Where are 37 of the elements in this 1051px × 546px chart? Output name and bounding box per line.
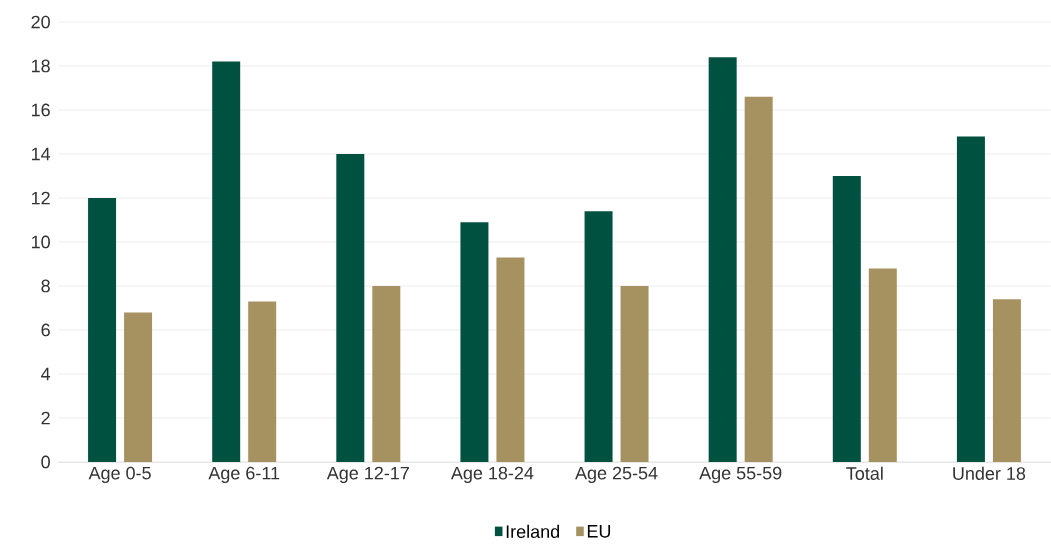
bar — [372, 285, 401, 462]
y-tick-label: 16 — [31, 103, 50, 117]
x-tick-label: Age 55-59 — [699, 466, 782, 484]
x-tick-label: Total — [846, 466, 883, 480]
bar — [744, 96, 773, 462]
x-tick-label: Age 25-54 — [575, 466, 658, 484]
y-tick-label: 12 — [31, 191, 50, 205]
y-tick-label: 4 — [41, 367, 51, 381]
bar — [992, 299, 1021, 462]
x-tick-label: Age 18-24 — [450, 466, 534, 484]
bar — [620, 285, 649, 462]
bar — [460, 222, 489, 462]
x-tick-label: Age 12-17 — [326, 466, 409, 484]
bar — [868, 268, 897, 462]
y-tick-label: 0 — [41, 455, 50, 469]
y-tick-label: 2 — [41, 411, 50, 425]
y-tick-label: 20 — [31, 15, 50, 29]
x-tick-label: Age 6-11 — [208, 466, 280, 484]
x-tick-label: Age 0-5 — [88, 466, 151, 484]
bar — [248, 301, 277, 462]
y-tick-label: 10 — [31, 235, 50, 249]
y-tick-label: 14 — [31, 147, 51, 161]
y-tick-label: 6 — [41, 323, 50, 337]
bar — [212, 61, 241, 462]
y-tick-label: 18 — [31, 59, 50, 73]
legend-label: EU — [587, 525, 611, 538]
bar — [496, 257, 525, 462]
x-tick-label: Under 18 — [953, 466, 1026, 480]
bar — [708, 57, 737, 462]
legend-label: Ireland — [506, 524, 559, 538]
bar — [88, 197, 117, 462]
bar — [584, 211, 613, 462]
y-tick-label: 8 — [41, 279, 50, 293]
bar — [956, 136, 985, 462]
bar — [124, 312, 153, 462]
bar — [336, 153, 365, 462]
bar — [832, 175, 861, 462]
